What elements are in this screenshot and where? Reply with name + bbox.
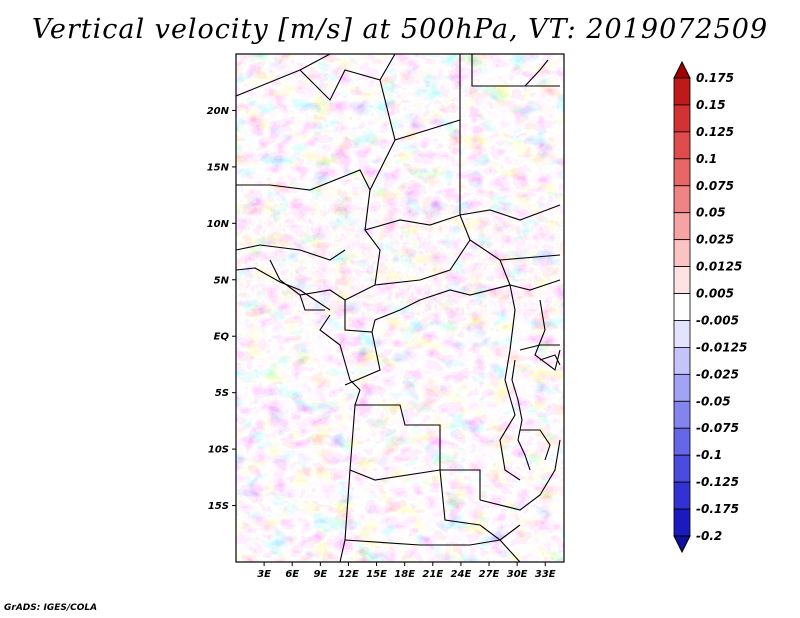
- colorbar-box: [673, 185, 691, 214]
- lon-label: 30E: [507, 569, 528, 580]
- lon-label: 9E: [313, 569, 327, 580]
- colorbar-box: [673, 104, 691, 133]
- lat-label: EQ: [214, 332, 230, 343]
- colorbar-label: 0.025: [696, 233, 734, 247]
- colorbar-box: [673, 239, 691, 267]
- convective-band: [236, 205, 564, 315]
- colorbar-label: -0.125: [696, 475, 739, 489]
- colorbar-box: [673, 400, 691, 429]
- colorbar-box: [673, 77, 691, 106]
- lon-label: 33E: [535, 569, 556, 580]
- longitude-axis: 3E 6E 9E 12E 15E 18E 21E 24E 27E 30E 33E: [257, 562, 556, 580]
- colorbar-label: 0.0125: [696, 260, 742, 274]
- colorbar-label: 0.125: [696, 125, 734, 139]
- colorbar-box: [673, 212, 691, 241]
- colorbar-label: 0.05: [696, 206, 726, 220]
- country-borders: [236, 54, 561, 562]
- colorbar-label: -0.075: [696, 421, 739, 435]
- lon-label: 18E: [394, 569, 415, 580]
- colorbar-box: [673, 427, 691, 456]
- lat-label: 10N: [207, 219, 230, 230]
- colorbar-label: -0.175: [696, 502, 739, 516]
- colorbar-box: [673, 266, 691, 294]
- colorbar-label: 0.1: [696, 152, 717, 166]
- colorbar-label: -0.025: [696, 367, 739, 381]
- map-frame: [235, 53, 565, 563]
- colorbar-label: 0.005: [696, 287, 734, 301]
- colorbar-label: 0.175: [696, 71, 734, 85]
- colorbar-label: -0.005: [696, 313, 739, 327]
- lon-label: 21E: [422, 569, 443, 580]
- lon-label: 24E: [451, 569, 472, 580]
- chart-title: Vertical velocity [m/s] at 500hPa, VT: 2…: [31, 14, 769, 45]
- lat-label: 20N: [207, 106, 230, 117]
- colorbar-label: -0.05: [696, 394, 731, 408]
- colorbar-label: -0.1: [696, 448, 722, 462]
- colorbar-box: [673, 373, 691, 402]
- colorbar-label: -0.2: [696, 529, 722, 543]
- colorbar-max-arrow: [673, 60, 691, 79]
- colorbar-box: [673, 347, 691, 375]
- colorbar-box: [673, 320, 691, 348]
- footer-credit: GrADS: IGES/COLA: [4, 603, 98, 613]
- colorbar-label: 0.075: [696, 179, 734, 193]
- colorbar-min-arrow: [673, 535, 691, 554]
- colorbar-box: [673, 158, 691, 187]
- lon-label: 12E: [338, 569, 359, 580]
- lat-label: 15N: [207, 162, 230, 173]
- colorbar-box: [673, 131, 691, 160]
- colorbar-label: -0.0125: [696, 340, 747, 354]
- latitude-axis: 20N 15N 10N 5N EQ 5S 10S 15S: [207, 106, 236, 512]
- lon-label: 6E: [285, 569, 299, 580]
- lat-label: 5S: [215, 388, 229, 399]
- colorbar: 0.175 0.15 0.125 0.1 0.075 0.05 0.025 0.0125 0.0…: [673, 60, 747, 554]
- lat-label: 15S: [208, 501, 229, 512]
- colorbar-label: 0.15: [696, 98, 726, 112]
- colorbar-box: [673, 454, 691, 483]
- lon-label: 3E: [257, 569, 271, 580]
- colorbar-box: [673, 508, 691, 537]
- lat-label: 5N: [214, 275, 230, 286]
- colorbar-box: [673, 293, 691, 321]
- colorbar-box: [673, 481, 691, 510]
- lon-label: 15E: [366, 569, 387, 580]
- lat-label: 10S: [208, 445, 229, 456]
- lon-label: 27E: [479, 569, 500, 580]
